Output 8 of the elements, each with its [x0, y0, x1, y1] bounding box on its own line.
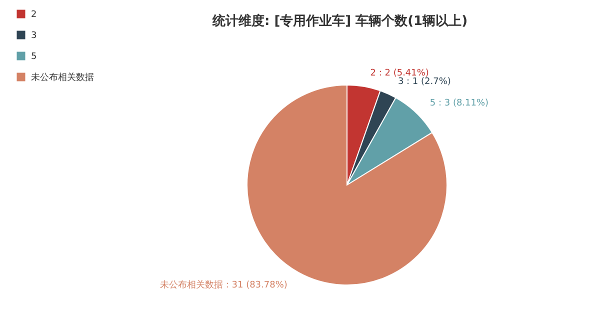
chart-title: 统计维度: [专用作业车] 车辆个数(1辆以上)	[211, 13, 468, 29]
legend-label: 3	[31, 31, 37, 41]
data-label: 未公布相关数据 : 31 (83.78%)	[160, 280, 288, 291]
legend-label: 未公布相关数据	[31, 72, 94, 83]
data-label: 5 : 3 (8.11%)	[430, 98, 489, 109]
data-label: 3 : 1 (2.7%)	[398, 77, 451, 88]
legend-label: 2	[31, 10, 37, 20]
legend-label: 5	[31, 52, 37, 62]
